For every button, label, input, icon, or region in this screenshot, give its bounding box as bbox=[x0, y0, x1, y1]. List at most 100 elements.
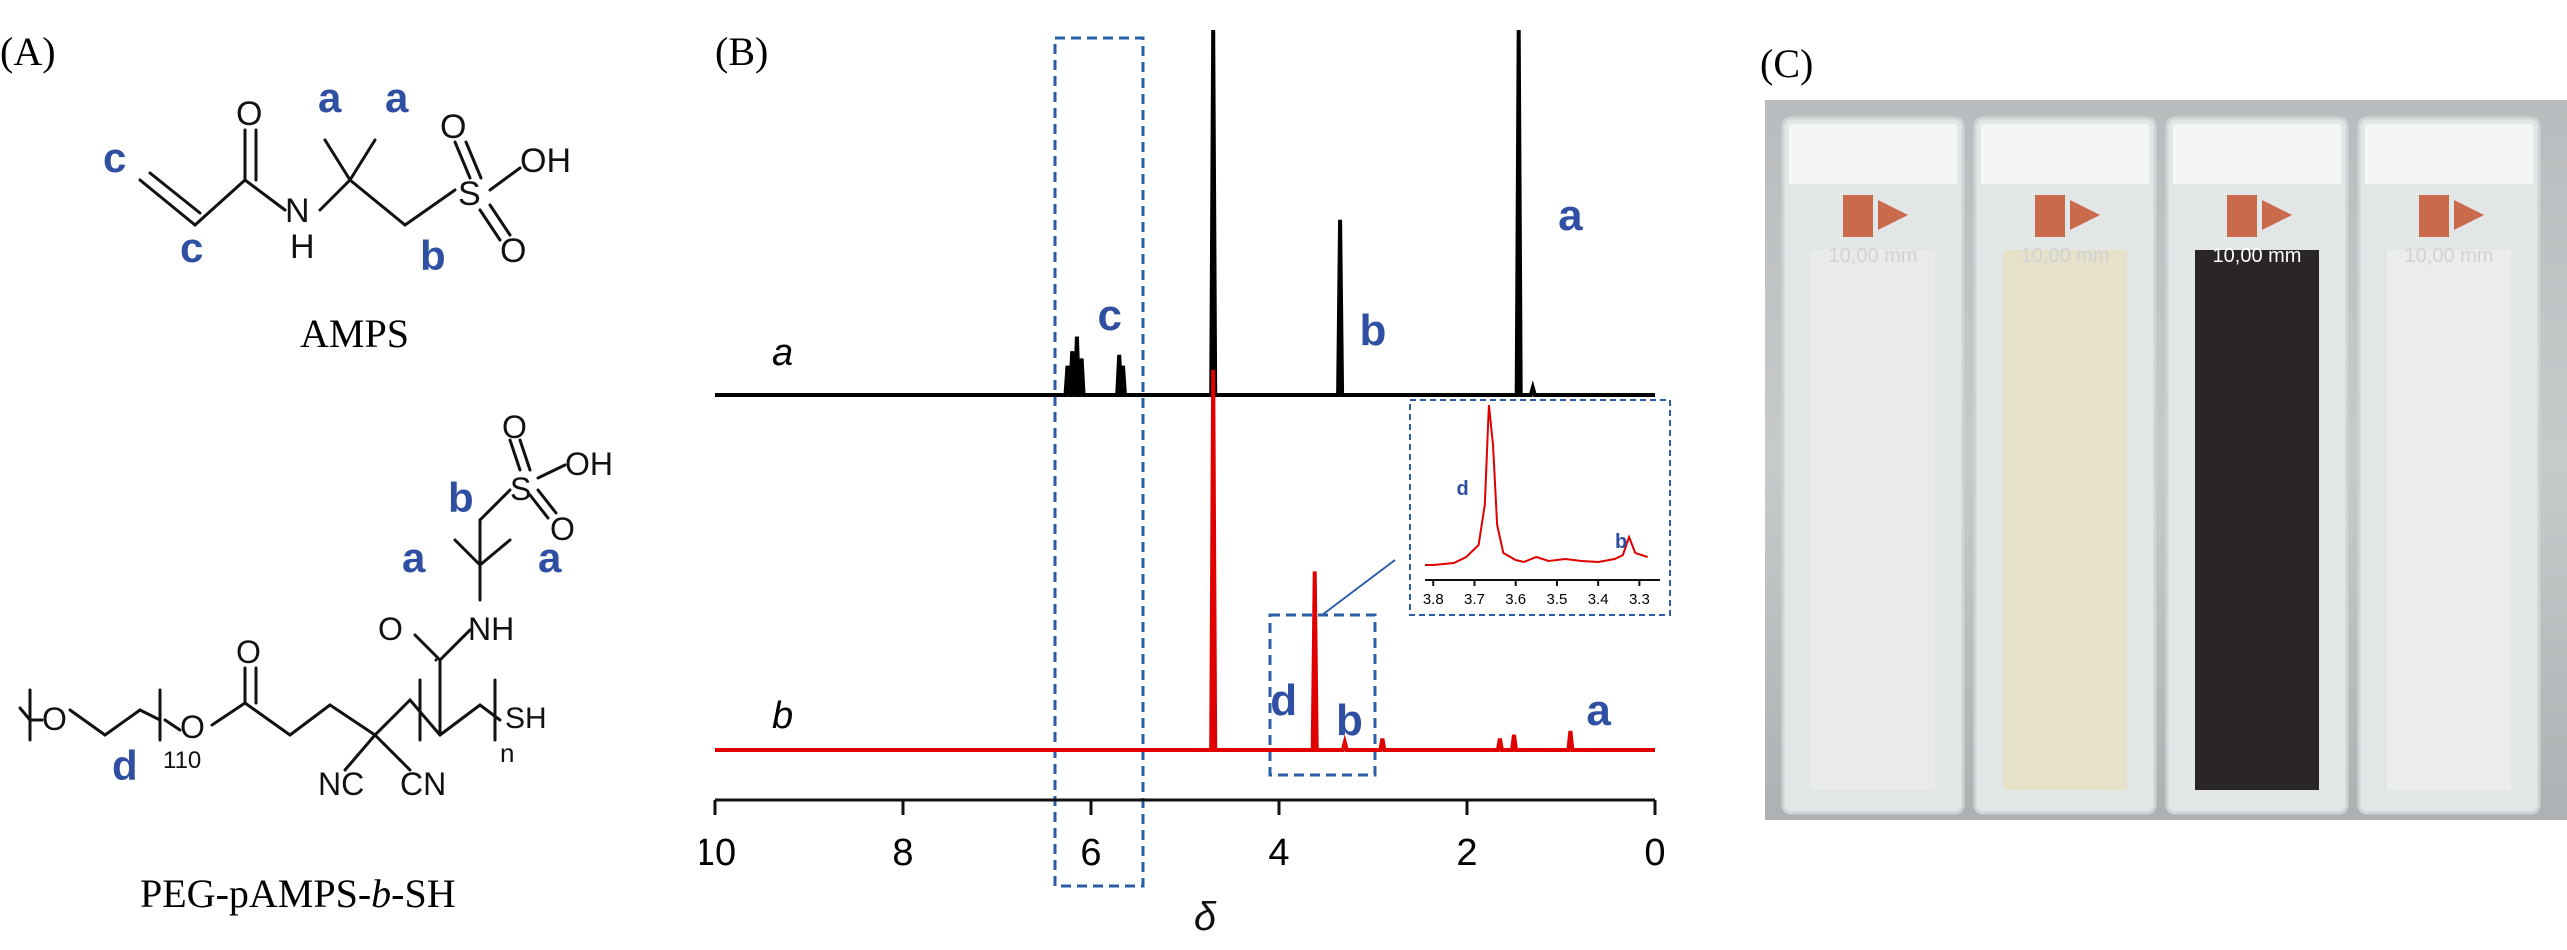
cuvette-logo-icon bbox=[2419, 195, 2449, 237]
peg-pamps-name-part2: -SH bbox=[391, 871, 456, 916]
subscript-110: 110 bbox=[163, 747, 201, 774]
atom-o-carbonyl-ester: O bbox=[236, 634, 261, 670]
cuvette-top bbox=[1789, 124, 1957, 184]
cuvette-top bbox=[1981, 124, 2149, 184]
subscript-n: n bbox=[500, 738, 514, 768]
amps-label-b: b bbox=[420, 232, 446, 279]
atom-o-carbonyl: O bbox=[236, 95, 262, 133]
cuvette-text: 10,00 mm bbox=[2405, 245, 2494, 267]
inset-connector bbox=[1321, 559, 1396, 616]
inset-tick-label-3.5: 3.5 bbox=[1547, 591, 1568, 608]
inset-tick-label-3.6: 3.6 bbox=[1505, 591, 1526, 608]
cuvette-text: 10,00 mm bbox=[1829, 245, 1918, 267]
spectrum-trace-b bbox=[715, 369, 1655, 752]
atom-oh: OH bbox=[520, 142, 571, 180]
inset-tick-label-3.4: 3.4 bbox=[1588, 591, 1609, 608]
peg-pamps-name-part1: PEG-pAMPS- bbox=[140, 871, 372, 916]
peg-pamps-structure: O O O NC CN O NH S O O OH SH 110 n b a a… bbox=[18, 409, 613, 802]
cuvette-top bbox=[2173, 124, 2341, 184]
x-ticks: 10 8 6 4 2 0 bbox=[700, 800, 1666, 874]
atom-nc: NC bbox=[318, 766, 364, 802]
polymer-label-a-right: a bbox=[538, 534, 562, 581]
amps-name: AMPS bbox=[300, 311, 409, 356]
peak-label-b-d: d bbox=[1270, 676, 1297, 725]
cuvette-liquid bbox=[1811, 250, 1935, 790]
cuvette-4: 10,00 mm bbox=[2357, 116, 2541, 815]
atom-n: N bbox=[285, 192, 310, 230]
polymer-label-b: b bbox=[448, 474, 474, 521]
inset-peak-labels: db bbox=[1456, 478, 1627, 553]
atom-o-amide: O bbox=[378, 611, 403, 647]
atom-o-sulfonyl-bottom: O bbox=[500, 232, 526, 270]
amps-label-a-left: a bbox=[318, 74, 342, 121]
polymer-label-a-left: a bbox=[402, 534, 426, 581]
peak-label-b-a: a bbox=[1586, 686, 1611, 735]
peak-label-b-b: b bbox=[1336, 696, 1363, 745]
cuvette-3: 10,00 mm bbox=[2165, 116, 2349, 815]
amps-structure: O N H S O O OH c c a a b bbox=[103, 74, 571, 279]
panel-label-b: (B) bbox=[715, 29, 769, 74]
cuvette-1: 10,00 mm bbox=[1781, 116, 1965, 815]
atom-nh-polymer: NH bbox=[468, 611, 514, 647]
cuvette-logo-arrow-icon bbox=[2070, 200, 2100, 230]
atom-sh: SH bbox=[505, 702, 547, 735]
peg-pamps-name-italic: b bbox=[371, 871, 392, 916]
panel-label-a: (A) bbox=[0, 29, 56, 74]
cuvette-2: 10,00 mm bbox=[1973, 116, 2157, 815]
highlight-box-vinyl bbox=[1053, 36, 1145, 888]
atom-oh-polymer: OH bbox=[565, 446, 613, 482]
atom-o-polymer-top: O bbox=[502, 409, 527, 445]
cuvette-text: 10,00 mm bbox=[2021, 245, 2110, 267]
atom-s: S bbox=[458, 175, 481, 213]
x-tick-label-0: 0 bbox=[1644, 832, 1665, 874]
cuvette-liquid bbox=[2387, 250, 2511, 790]
cuvette-logo-icon bbox=[1843, 195, 1873, 237]
inset-box bbox=[1409, 399, 1671, 616]
inset-tick-label-3.7: 3.7 bbox=[1464, 591, 1485, 608]
atom-o-polymer-bottom: O bbox=[550, 511, 575, 547]
x-tick-label-10: 10 bbox=[700, 832, 736, 874]
cuvettes: 10,00 mm 10,00 mm 10,00 mm 10,00 mm bbox=[1781, 116, 2541, 815]
atom-o-peg: O bbox=[42, 701, 67, 737]
trace-label-b: b bbox=[772, 695, 793, 737]
panel-label-c: (C) bbox=[1760, 41, 1814, 86]
atom-cn: CN bbox=[400, 766, 446, 802]
panel-a-structures: O N H S O O OH c c a a b bbox=[18, 74, 613, 802]
x-axis-label: δ bbox=[1194, 895, 1217, 939]
cuvette-liquid bbox=[2195, 250, 2319, 790]
cuvette-liquid bbox=[2003, 250, 2127, 790]
inset-tick-label-3.8: 3.8 bbox=[1423, 591, 1444, 608]
cuvette-logo-arrow-icon bbox=[2454, 200, 2484, 230]
amps-label-a-right: a bbox=[385, 74, 409, 121]
cuvette-logo-icon bbox=[2227, 195, 2257, 237]
inset-tick-label-3.3: 3.3 bbox=[1629, 591, 1650, 608]
amps-label-c-top: c bbox=[103, 134, 126, 181]
inset-peak-label-b: b bbox=[1615, 531, 1627, 553]
atom-o-sulfonyl-top: O bbox=[440, 108, 466, 146]
cuvette-text: 10,00 mm bbox=[2213, 245, 2302, 267]
inset: 3.8 3.7 3.6 3.5 3.4 3.3 db bbox=[1321, 399, 1671, 616]
peak-label-a-a: a bbox=[1558, 191, 1583, 240]
spectrum-trace-a bbox=[715, 29, 1655, 397]
cuvette-logo-icon bbox=[2035, 195, 2065, 237]
x-tick-label-2: 2 bbox=[1456, 832, 1477, 874]
amps-label-c-bottom: c bbox=[180, 224, 203, 271]
nmr-chart: 3.8 3.7 3.6 3.5 3.4 3.3 db c bad b a a b 10 8 6 4 2 0… bbox=[700, 29, 1671, 939]
peak-labels: c bad b a bbox=[1098, 191, 1612, 745]
cuvette-logo-arrow-icon bbox=[1878, 200, 1908, 230]
cuvette-photo: 10,00 mm 10,00 mm 10,00 mm 10,00 mm bbox=[1765, 100, 2567, 820]
atom-h: H bbox=[290, 228, 315, 266]
atom-o-ester: O bbox=[180, 709, 205, 745]
polymer-label-d: d bbox=[112, 742, 138, 789]
x-tick-label-8: 8 bbox=[892, 832, 913, 874]
x-tick-label-4: 4 bbox=[1268, 832, 1289, 874]
peg-pamps-name: PEG-pAMPS-b-SH bbox=[140, 870, 456, 917]
atom-s-polymer: S bbox=[510, 471, 531, 507]
inset-trace bbox=[1425, 404, 1648, 566]
x-tick-label-6: 6 bbox=[1080, 832, 1101, 874]
cuvette-logo-arrow-icon bbox=[2262, 200, 2292, 230]
trace-label-a: a bbox=[772, 332, 793, 374]
inset-peak-label-d: d bbox=[1456, 478, 1468, 500]
peak-label-a-c: c bbox=[1098, 291, 1122, 340]
cuvette-top bbox=[2365, 124, 2533, 184]
